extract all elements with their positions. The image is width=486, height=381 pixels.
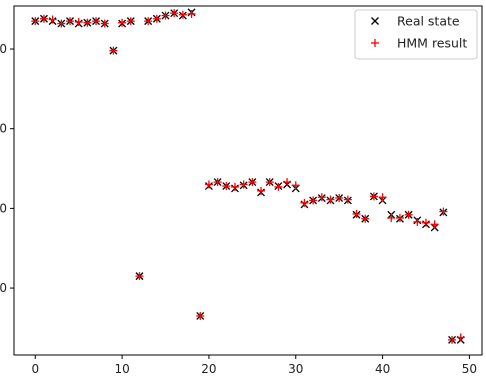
- data-point-hmm-result: [395, 213, 404, 222]
- plot-area: [13, 5, 483, 356]
- data-point-hmm-result: [213, 178, 222, 187]
- data-point-hmm-result: [300, 198, 309, 207]
- data-point-hmm-result: [57, 19, 66, 28]
- data-point-hmm-result: [152, 14, 161, 23]
- data-point-hmm-result: [291, 181, 300, 190]
- data-point-hmm-result: [48, 15, 57, 24]
- data-point-hmm-result: [248, 178, 257, 187]
- data-point-hmm-result: [196, 311, 205, 320]
- legend-label: HMM result: [397, 36, 467, 51]
- legend-box: [354, 9, 478, 60]
- data-point-hmm-result: [161, 11, 170, 20]
- data-point-hmm-result: [204, 180, 213, 189]
- data-point-hmm-result: [421, 218, 430, 227]
- data-point-hmm-result: [439, 207, 448, 216]
- y-tick-label: 0: [0, 122, 7, 136]
- x-tick-label: 50: [462, 362, 477, 376]
- legend-marker-real-state: [371, 17, 379, 25]
- y-tick-label: 0: [0, 42, 7, 56]
- data-point-hmm-result: [92, 17, 101, 26]
- y-axis: 0 0 0 0: [0, 42, 14, 295]
- data-point-hmm-result: [283, 178, 292, 187]
- data-point-hmm-result: [144, 17, 153, 26]
- data-point-hmm-result: [309, 196, 318, 205]
- data-point-hmm-result: [31, 17, 40, 26]
- data-point-hmm-result: [118, 18, 127, 27]
- data-point-hmm-result: [109, 46, 118, 55]
- data-point-hmm-result: [83, 18, 92, 27]
- data-point-hmm-result: [430, 220, 439, 229]
- data-point-hmm-result: [230, 182, 239, 191]
- data-point-hmm-result: [100, 19, 109, 28]
- data-point-hmm-result: [66, 17, 75, 26]
- data-point-hmm-result: [222, 182, 231, 191]
- data-point-hmm-result: [413, 217, 422, 226]
- data-point-hmm-result: [335, 194, 344, 203]
- data-point-hmm-result: [361, 214, 370, 223]
- data-point-hmm-result: [170, 9, 179, 18]
- data-point-hmm-result: [352, 209, 361, 218]
- data-point-hmm-result: [257, 186, 266, 195]
- data-point-hmm-result: [456, 333, 465, 342]
- data-point-hmm-result: [448, 335, 457, 344]
- y-tick-label: 0: [0, 201, 7, 215]
- x-tick-label: 20: [201, 362, 216, 376]
- legend-label: Real state: [397, 14, 460, 29]
- data-point-hmm-result: [178, 10, 187, 19]
- data-point-hmm-result: [274, 182, 283, 191]
- legend: Real state HMM result: [354, 9, 478, 60]
- data-point-hmm-result: [343, 195, 352, 204]
- data-point-hmm-result: [265, 178, 274, 187]
- data-point-hmm-result: [39, 14, 48, 23]
- data-point-hmm-result: [378, 193, 387, 202]
- data-point-hmm-result: [135, 272, 144, 281]
- data-point-hmm-result: [326, 195, 335, 204]
- series-hmm-result: [31, 9, 465, 344]
- x-axis: 0 10 20 30 40 50: [31, 355, 477, 376]
- data-point-hmm-result: [239, 180, 248, 189]
- data-points: [31, 8, 465, 344]
- data-point-hmm-result: [387, 213, 396, 222]
- data-point-hmm-result: [126, 17, 135, 26]
- x-tick-label: 40: [375, 362, 390, 376]
- x-tick-label: 30: [288, 362, 303, 376]
- data-point-hmm-result: [74, 17, 83, 26]
- data-point-hmm-result: [404, 210, 413, 219]
- data-point-hmm-result: [317, 193, 326, 202]
- data-point-hmm-result: [369, 192, 378, 201]
- legend-marker-hmm-result: [371, 39, 379, 47]
- x-tick-label: 0: [31, 362, 39, 376]
- x-tick-label: 10: [114, 362, 129, 376]
- y-tick-label: 0: [0, 281, 7, 295]
- data-point-hmm-result: [187, 9, 196, 18]
